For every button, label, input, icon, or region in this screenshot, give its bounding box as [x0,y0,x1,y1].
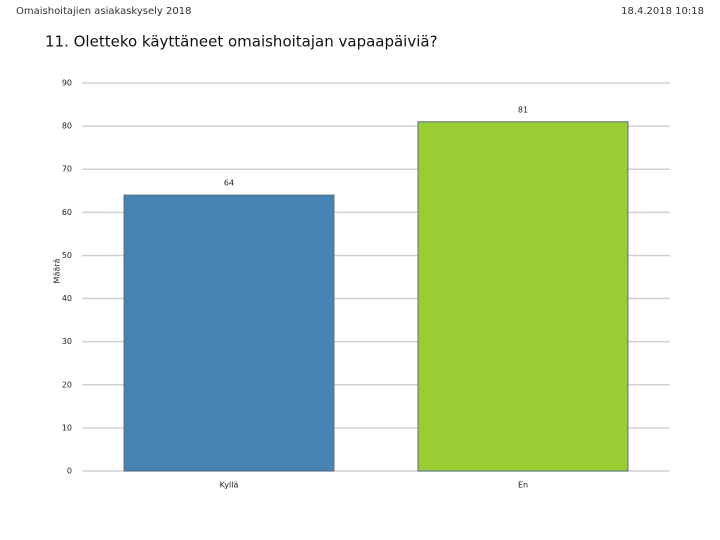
y-tick-label: 20 [62,380,72,389]
value-label: 64 [224,179,234,188]
chart-title: 11. Oletteko käyttäneet omaishoitajan va… [45,33,438,51]
header-right: 18.4.2018 10:18 [621,6,704,17]
y-tick-label: 70 [62,165,72,174]
y-axis-label: Määrä [53,258,62,283]
x-tick-label: En [518,481,528,490]
x-tick-label: Kyllä [220,481,239,490]
y-tick-label: 40 [62,294,72,303]
y-tick-label: 80 [62,122,72,131]
bar [123,194,335,472]
header-left: Omaishoitajien asiakaskysely 2018 [16,6,191,17]
value-label: 81 [518,105,528,114]
y-tick-label: 0 [67,467,72,476]
y-tick-label: 60 [62,208,72,217]
bar [417,121,629,472]
y-tick-label: 30 [62,337,72,346]
y-tick-label: 90 [62,79,72,88]
y-tick-label: 10 [62,423,72,432]
y-tick-label: 50 [62,251,72,260]
